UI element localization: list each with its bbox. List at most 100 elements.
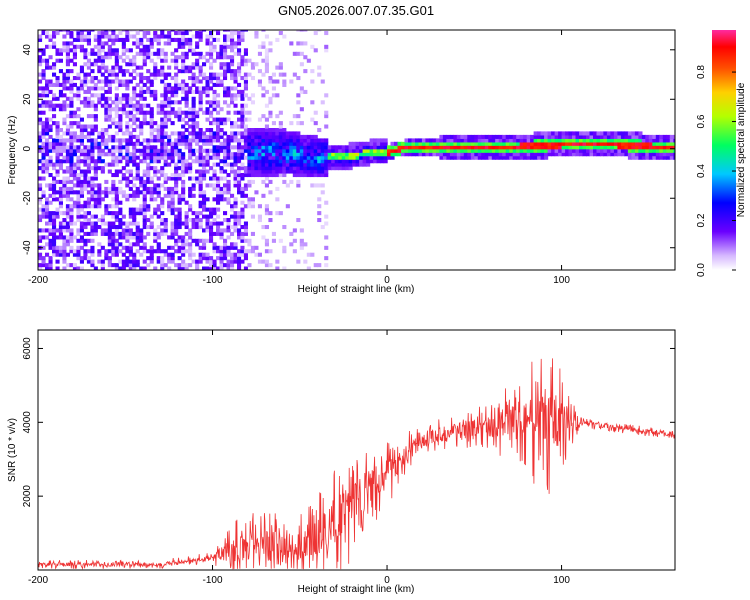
- spectrogram-cell: [52, 141, 57, 146]
- spectrogram-cell: [72, 169, 77, 174]
- spectrogram-cell: [149, 58, 154, 63]
- spectrogram-cell: [237, 34, 242, 39]
- spectrogram-cell: [352, 148, 357, 153]
- spectrogram-cell: [408, 152, 413, 157]
- spectrogram-cell: [282, 79, 287, 84]
- spectrogram-cell: [86, 204, 91, 209]
- spectrogram-cell: [610, 148, 615, 153]
- spectrogram-cell: [278, 152, 283, 157]
- spectrogram-cell: [435, 148, 440, 153]
- spectrogram-cell: [289, 145, 294, 150]
- spectrogram-cell: [345, 148, 350, 153]
- spectrogram-cell: [289, 131, 294, 136]
- spectrogram-cell: [320, 155, 325, 160]
- spectrogram-cell: [233, 41, 238, 46]
- spectrogram-cell: [568, 148, 573, 153]
- spectrogram-cell: [334, 166, 339, 171]
- spectrogram-cell: [38, 263, 43, 268]
- spectrogram-cell: [620, 131, 625, 136]
- chart-title: GN05.2026.007.07.35.G01: [278, 3, 434, 18]
- spectrogram-cell: [55, 179, 60, 184]
- spectrogram-cell: [383, 159, 388, 164]
- spectrogram-cell: [128, 117, 133, 122]
- spectrogram-cell: [428, 138, 433, 143]
- spectrogram-cell: [362, 148, 367, 153]
- spectrogram-cell: [373, 138, 378, 143]
- spectrogram-cell: [561, 141, 566, 146]
- spectrogram-cell: [575, 148, 580, 153]
- spectrogram-cell: [596, 148, 601, 153]
- spectrogram-cell: [170, 200, 175, 205]
- spectrogram-cell: [596, 134, 601, 139]
- spectrogram-cell: [264, 128, 269, 133]
- spectrogram-cell: [285, 131, 290, 136]
- spectrogram-cell: [408, 148, 413, 153]
- spectrogram-cell: [65, 211, 70, 216]
- spectrogram-cell: [327, 145, 332, 150]
- spectrogram-cell: [223, 44, 228, 49]
- spectrogram-cell: [565, 152, 570, 157]
- spectrogram-cell: [233, 211, 238, 216]
- spectrogram-cell: [135, 169, 140, 174]
- spectrogram-cell: [467, 141, 472, 146]
- spectrogram-cell: [278, 145, 283, 150]
- spectrogram-cell: [163, 93, 168, 98]
- spectrogram-cell: [48, 266, 53, 270]
- spectrogram-cell: [216, 179, 221, 184]
- spectrogram-cell: [111, 214, 116, 219]
- spectrogram-cell: [181, 96, 186, 101]
- spectrogram-cell: [107, 211, 112, 216]
- spectrogram-cell: [456, 134, 461, 139]
- spectrogram-cell: [72, 37, 77, 42]
- spectrogram-cell: [114, 110, 119, 115]
- spectrogram-cell: [261, 128, 266, 133]
- spectrogram-cell: [58, 30, 63, 32]
- spectrogram-cell: [247, 200, 252, 205]
- spectrogram-cell: [418, 138, 423, 143]
- spectrogram-cell: [233, 96, 238, 101]
- spectrogram-cell: [219, 48, 224, 53]
- spectrogram-cell: [338, 145, 343, 150]
- spectrogram-cell: [264, 124, 269, 129]
- spectrogram-cell: [509, 152, 514, 157]
- spectrogram-cell: [174, 72, 179, 77]
- spectrogram-cell: [205, 41, 210, 46]
- spectrogram-cell: [463, 148, 468, 153]
- spectrogram-cell: [334, 148, 339, 153]
- spectrogram-cell: [104, 207, 109, 212]
- spectrogram-cell: [655, 141, 660, 146]
- spectrogram-cell: [268, 179, 273, 184]
- spectrogram-cell: [111, 159, 116, 164]
- spectrogram-cell: [184, 249, 189, 254]
- spectrogram-cell: [212, 249, 217, 254]
- spectrogram-cell: [97, 225, 102, 230]
- spectrogram-cell: [627, 141, 632, 146]
- spectrogram-cell: [268, 131, 273, 136]
- spectrogram-cell: [603, 131, 608, 136]
- spectrogram-cell: [170, 231, 175, 236]
- spectrogram-cell: [191, 65, 196, 70]
- spectrogram-cell: [153, 238, 158, 243]
- spectrogram-cell: [111, 148, 116, 153]
- spectrogram-cell: [313, 166, 318, 171]
- spectrogram-cell: [320, 166, 325, 171]
- spectrogram-cell: [153, 183, 158, 188]
- spectrogram-cell: [390, 148, 395, 153]
- spectrogram-cell: [603, 148, 608, 153]
- spectrogram-cell: [394, 152, 399, 157]
- spectrogram-cell: [233, 200, 238, 205]
- spectrogram-cell: [449, 138, 454, 143]
- spectrogram-cell: [163, 103, 168, 108]
- spectrogram-cell: [359, 155, 364, 160]
- spectrogram-cell: [132, 103, 137, 108]
- spectrogram-cell: [156, 176, 161, 181]
- spectrogram-cell: [264, 211, 269, 216]
- spectrogram-cell: [45, 228, 50, 233]
- spectrogram-cell: [181, 82, 186, 87]
- spectrogram-cell: [250, 166, 255, 171]
- spectrogram-cell: [188, 65, 193, 70]
- spectrogram-cell: [38, 148, 43, 153]
- spectrogram-cell: [230, 256, 235, 261]
- spectrogram-cell: [289, 121, 294, 126]
- spectrogram-cell: [48, 256, 53, 261]
